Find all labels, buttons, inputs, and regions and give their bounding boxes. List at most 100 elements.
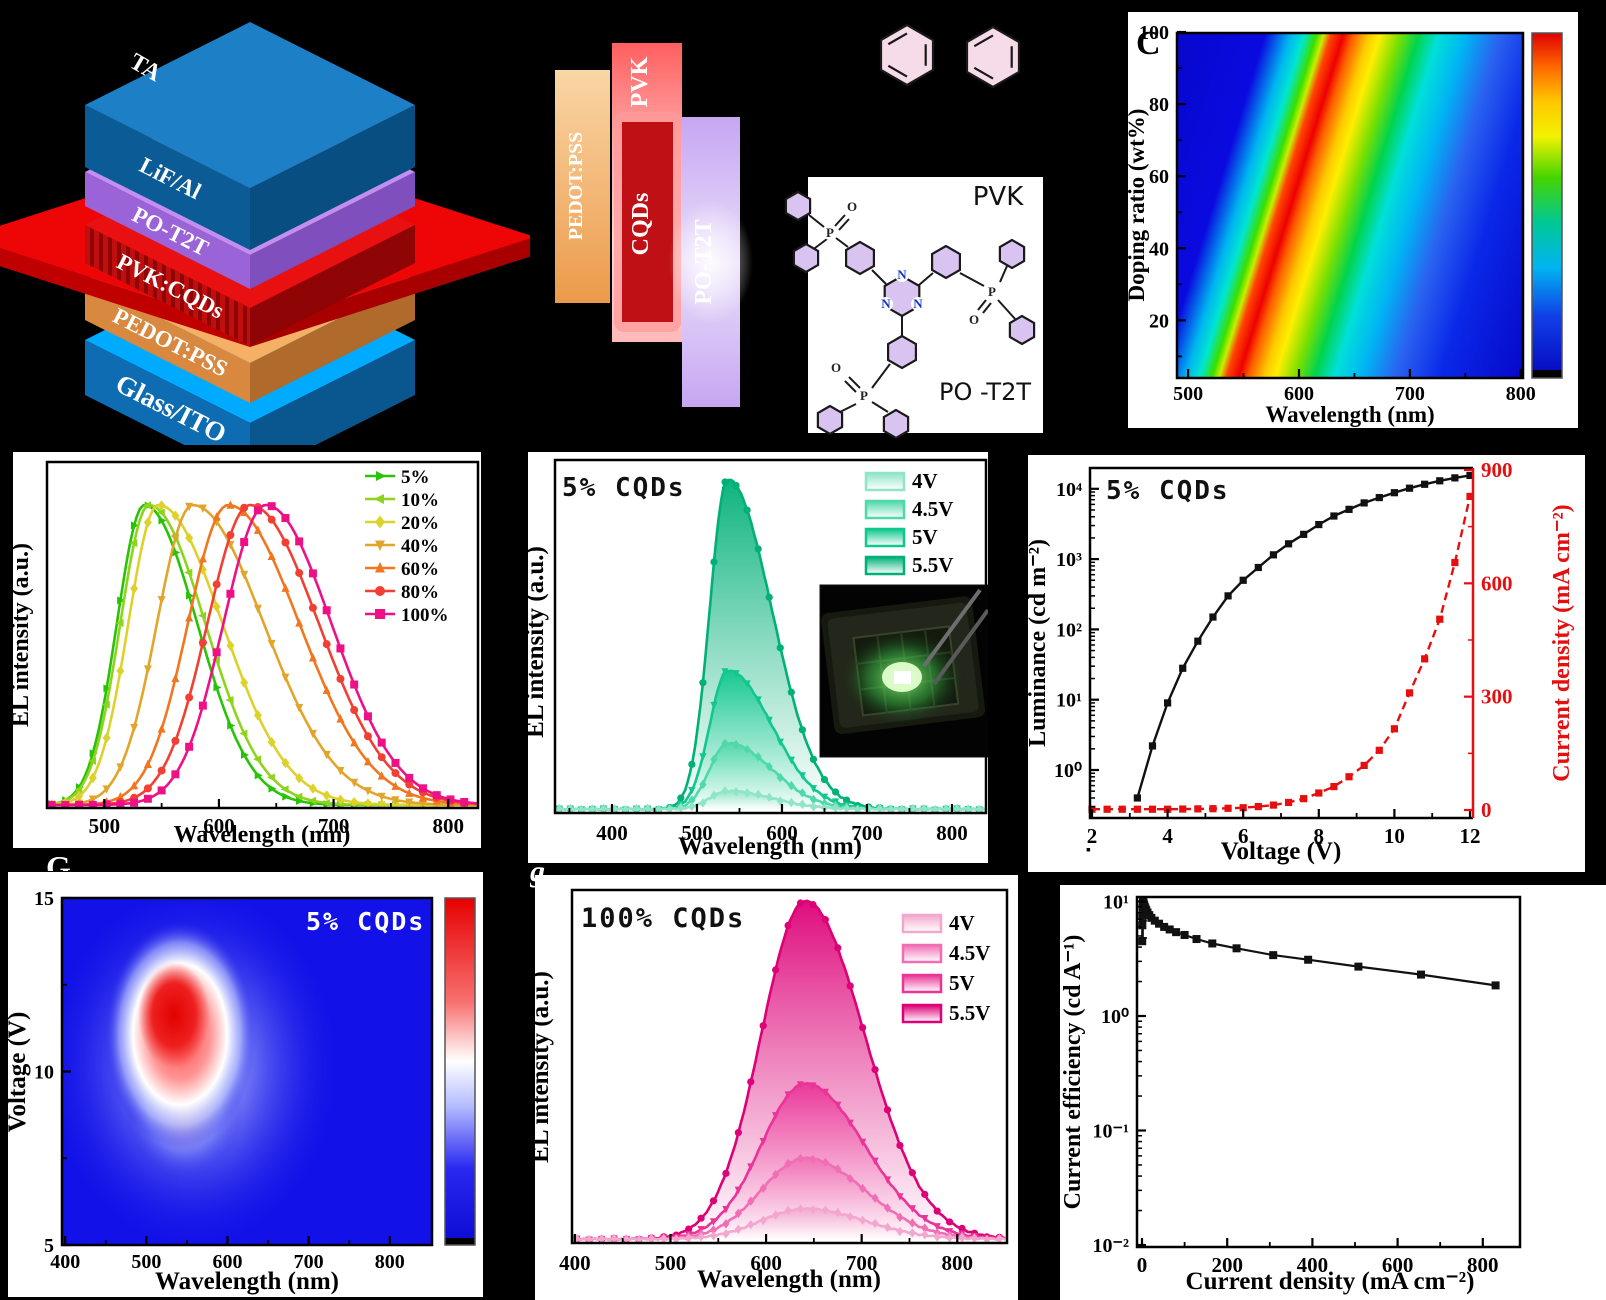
svg-text:500: 500: [655, 1251, 687, 1275]
svg-text:600: 600: [750, 1251, 782, 1275]
svg-text:12: 12: [1460, 824, 1481, 848]
svg-text:500: 500: [89, 814, 121, 838]
svg-text:100: 100: [1139, 22, 1169, 44]
svg-text:5V: 5V: [912, 525, 938, 549]
svg-text:500: 500: [1173, 383, 1203, 405]
svg-text:5V: 5V: [949, 971, 975, 995]
svg-text:10: 10: [1384, 824, 1405, 848]
svg-text:8: 8: [1314, 824, 1325, 848]
g-xaxis-label: Wavelength (nm): [155, 1268, 339, 1295]
h-yaxis-label: EL intensity (a.u.): [535, 971, 554, 1163]
svg-text:10%: 10%: [401, 490, 439, 511]
ce-axes: 0 200 400 600 800 10⁻² 10⁻¹ 10⁰ 10¹: [1092, 892, 1522, 1277]
e-title: 5% CQDs: [562, 473, 686, 503]
el-5pct-legend: 4V 4.5V 5V 5.5V: [864, 469, 953, 577]
svg-text:5%: 5%: [401, 467, 430, 488]
svg-text:400: 400: [1297, 1253, 1329, 1277]
svg-text:700: 700: [846, 1251, 878, 1275]
svg-text:20%: 20%: [401, 513, 439, 534]
svg-text:900: 900: [1481, 458, 1513, 482]
svg-text:600: 600: [1382, 1253, 1414, 1277]
panel-voltage-contour: 400 500 600 700 800 5 10 15 5% CQDs Wavelength …: [8, 872, 483, 1297]
svg-text:800: 800: [936, 821, 968, 845]
heatmap-c-colorbar: [1531, 32, 1563, 379]
e-xaxis-label: Wavelength (nm): [678, 833, 862, 860]
svg-text:60: 60: [1149, 166, 1169, 188]
svg-text:10: 10: [34, 1062, 54, 1084]
c-xaxis-label: Wavelength (nm): [1265, 402, 1434, 427]
c-yaxis-label: Doping ratio (wt%): [1128, 109, 1149, 302]
h-xaxis-label: Wavelength (nm): [697, 1266, 881, 1293]
device-photo-inset: [819, 584, 988, 758]
el-doping-axes: 500 600 700 800: [45, 460, 480, 838]
svg-text:500: 500: [681, 821, 713, 845]
svg-text:O: O: [831, 360, 841, 375]
svg-text:O: O: [847, 199, 857, 214]
svg-text:0: 0: [1137, 1253, 1148, 1277]
lv-jv-curves: [1088, 471, 1474, 813]
structure-label-pot2t: PO -T2T: [939, 378, 1031, 406]
svg-text:0: 0: [1481, 798, 1492, 822]
svg-text:P: P: [988, 284, 996, 299]
bar-label-cqds: CQDs: [628, 193, 654, 256]
svg-text:5.5V: 5.5V: [912, 553, 953, 577]
i-xaxis-label: Current density (mA cm⁻²): [1186, 1268, 1475, 1295]
el-doping-curves: [47, 500, 478, 808]
f-xaxis-label: Voltage (V): [1221, 838, 1342, 865]
svg-text:N: N: [881, 296, 891, 311]
contour-axes: 400 500 600 700 800 5 10 15: [34, 888, 434, 1273]
svg-text:6: 6: [1238, 824, 1249, 848]
svg-text:200: 200: [1211, 1253, 1243, 1277]
heatmap-c-surface: [1177, 33, 1523, 378]
panel-el-doping: 500 600 700 800 5%10%20%40%60%80%100% Wavel…: [13, 452, 481, 848]
el-100pct-curves: [572, 899, 1007, 1243]
svg-text:600: 600: [1481, 571, 1513, 595]
svg-text:10⁰: 10⁰: [1101, 1006, 1129, 1028]
svg-text:10⁰: 10⁰: [1054, 760, 1082, 782]
contour-colorbar: [444, 897, 476, 1246]
svg-text:40%: 40%: [401, 536, 439, 557]
svg-text:80: 80: [1149, 94, 1169, 116]
svg-text:600: 600: [766, 821, 798, 845]
el-100pct-axes: 400 500 600 700 800: [559, 888, 1009, 1275]
bar-label-pvk: PVK: [627, 56, 653, 107]
energy-level-bars: [555, 43, 753, 407]
svg-text:5.5V: 5.5V: [949, 1001, 990, 1025]
d-yaxis-label: EL intensity (a.u.): [13, 543, 34, 727]
svg-text:80%: 80%: [401, 582, 439, 603]
svg-text:300: 300: [1481, 685, 1513, 709]
bar-label-pedot: PEDOT:PSS: [565, 132, 587, 241]
panel-el-100pct: 400 500 600 700 800 100% CQDs 4V 4.5V 5V 5.5V W…: [535, 875, 1018, 1300]
svg-text:4V: 4V: [912, 469, 938, 493]
svg-text:700: 700: [318, 814, 350, 838]
svg-text:40: 40: [1149, 238, 1169, 260]
svg-text:5: 5: [44, 1235, 54, 1257]
contour-surface: [62, 898, 432, 1245]
svg-text:400: 400: [559, 1251, 591, 1275]
svg-text:700: 700: [1395, 383, 1425, 405]
svg-text:O: O: [969, 312, 979, 327]
el-5pct-curves: [555, 478, 986, 813]
pvk-carbazole-ring-left: [879, 23, 935, 87]
svg-text:2: 2: [1087, 824, 1098, 848]
svg-text:20: 20: [1149, 310, 1169, 332]
svg-text:4.5V: 4.5V: [949, 941, 990, 965]
svg-text:700: 700: [851, 821, 883, 845]
pvk-carbazole-ring-right: [965, 25, 1021, 89]
svg-text:N: N: [897, 267, 907, 282]
svg-text:4: 4: [1162, 824, 1173, 848]
d-xaxis-label: Wavelength (nm): [174, 822, 351, 848]
svg-text:600: 600: [1284, 383, 1314, 405]
svg-text:700: 700: [294, 1251, 324, 1273]
svg-text:600: 600: [213, 1251, 243, 1273]
lv-jv-axes: 2 4 6 8 10 12 10⁰ 10¹ 10² 10³ 10⁴ 0 300 600 900: [1054, 458, 1513, 848]
svg-text:800: 800: [1506, 383, 1536, 405]
svg-text:P: P: [860, 388, 868, 403]
svg-text:10¹: 10¹: [1103, 892, 1129, 914]
